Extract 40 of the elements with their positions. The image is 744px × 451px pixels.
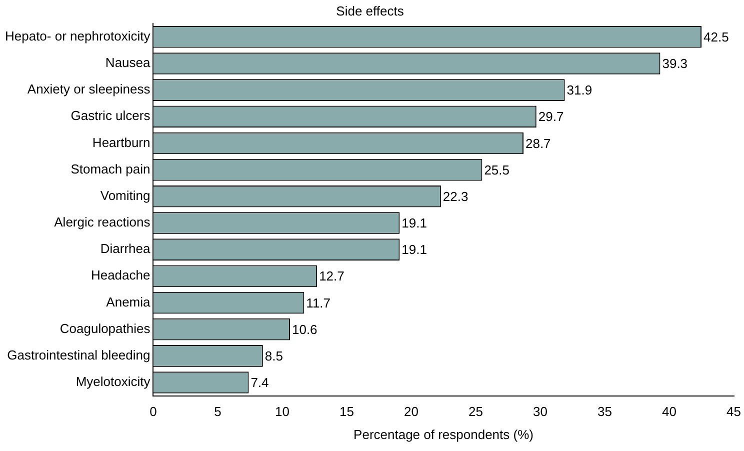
data-label: 19.1 [402, 216, 427, 231]
x-tick-label: 0 [150, 404, 157, 420]
y-tick-label: Gastric ulcers [70, 108, 151, 124]
data-label: 28.7 [525, 136, 551, 151]
x-tick-label: 15 [340, 404, 354, 420]
y-tick-label: Vomiting [100, 188, 150, 203]
data-label: 29.7 [538, 109, 564, 124]
chart-title: Side effects [336, 3, 404, 18]
data-label: 25.5 [484, 162, 510, 178]
x-axis-title: Percentage of respondents (%) [354, 426, 534, 442]
data-label: 10.6 [292, 322, 318, 337]
x-tick-label: 35 [598, 404, 612, 420]
data-label: 8.5 [264, 348, 283, 364]
y-tick-label: Gastrointestinal bleeding [7, 348, 150, 362]
x-tick-label: 5 [214, 404, 222, 420]
y-tick-label: Diarrhea [100, 241, 152, 256]
y-tick-label: Alergic reactions [54, 214, 151, 230]
y-tick-label: Headache [90, 268, 150, 283]
data-label: 22.3 [442, 188, 468, 204]
x-tick-label: 20 [404, 404, 418, 420]
x-tick-label: 45 [726, 404, 742, 420]
y-tick-label: Heartburn [92, 134, 150, 150]
data-label: 42.5 [704, 29, 729, 44]
y-tick-label: Anxiety or sleepiness [27, 82, 151, 97]
data-label: 7.4 [250, 375, 269, 390]
y-tick-label: Myelotoxicity [76, 374, 151, 390]
y-tick-label: Stomach pain [70, 161, 150, 176]
data-label: 39.3 [662, 56, 688, 72]
data-label: 11.7 [306, 295, 331, 310]
y-tick-label: Anemia [106, 294, 152, 310]
x-tick-label: 25 [468, 404, 483, 420]
y-tick-label: Coagulopathies [60, 320, 151, 336]
x-tick-label: 40 [662, 404, 676, 420]
data-label: 31.9 [566, 82, 592, 98]
x-tick-label: 10 [275, 404, 290, 420]
y-tick-label: Hepato- or nephrotoxicity [4, 28, 151, 44]
x-tick-label: 30 [533, 404, 548, 420]
data-label: 12.7 [319, 268, 344, 284]
data-label: 19.1 [402, 242, 427, 258]
y-tick-label: Nausea [105, 55, 152, 70]
